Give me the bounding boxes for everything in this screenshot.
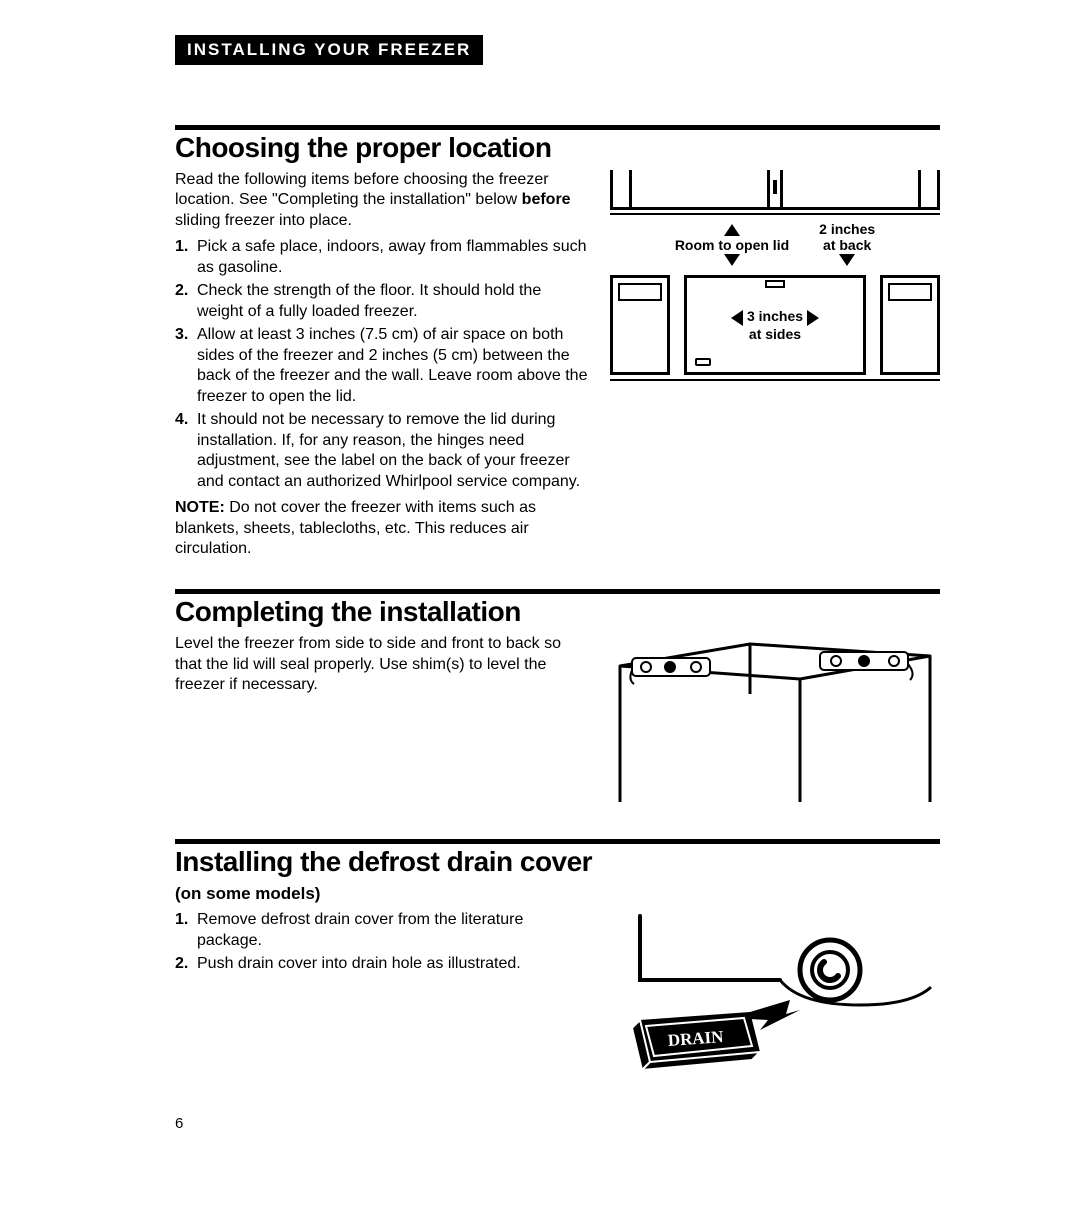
drain-figure: DRAIN	[610, 910, 940, 1085]
drain-label-text: DRAIN	[667, 1027, 725, 1050]
intro-bold: before	[522, 191, 571, 208]
latch-icon	[765, 280, 785, 288]
section-choosing: Choosing the proper location Read the fo…	[175, 125, 940, 559]
choosing-intro: Read the following items before choosing…	[175, 170, 588, 231]
page-number: 6	[175, 1115, 940, 1132]
list-item: 1.Remove defrost drain cover from the li…	[175, 910, 588, 951]
vent-icon	[695, 358, 711, 366]
note-lead: NOTE:	[175, 499, 225, 516]
intro-post: sliding freezer into place.	[175, 212, 352, 229]
section-rule	[175, 125, 940, 130]
choosing-figure: Room to open lid 2 inches at back	[610, 170, 940, 383]
back-label: 2 inches at back	[819, 221, 875, 269]
section-rule	[175, 589, 940, 594]
list-item: 2.Check the strength of the floor. It sh…	[175, 281, 588, 322]
section-title-choosing: Choosing the proper location	[175, 132, 940, 164]
choosing-note: NOTE: Do not cover the freezer with item…	[175, 498, 588, 559]
section-rule	[175, 839, 940, 844]
drain-list: 1.Remove defrost drain cover from the li…	[175, 910, 588, 974]
section-title-drain: Installing the defrost drain cover	[175, 846, 940, 878]
section-subtitle-drain: (on some models)	[175, 884, 940, 904]
header-bar: INSTALLING YOUR FREEZER	[175, 35, 483, 65]
sides-label: 3 inches at sides	[687, 308, 863, 341]
section-title-completing: Completing the installation	[175, 596, 940, 628]
room-label: Room to open lid	[675, 221, 789, 269]
note-body: Do not cover the freezer with items such…	[175, 499, 536, 557]
completing-body: Level the freezer from side to side and …	[175, 634, 588, 695]
completing-text: Level the freezer from side to side and …	[175, 634, 588, 695]
completing-figure	[610, 634, 940, 809]
diagram-freezer-iso	[610, 634, 940, 809]
list-item: 4.It should not be necessary to remove t…	[175, 410, 588, 492]
diagram-drain-cover: DRAIN	[610, 910, 940, 1085]
section-completing: Completing the installation Level the fr…	[175, 589, 940, 809]
header-label: INSTALLING YOUR FREEZER	[187, 40, 471, 59]
list-item: 1.Pick a safe place, indoors, away from …	[175, 237, 588, 278]
section-drain: Installing the defrost drain cover (on s…	[175, 839, 940, 1085]
list-item: 2.Push drain cover into drain hole as il…	[175, 954, 588, 974]
section-text-choosing: Read the following items before choosing…	[175, 170, 588, 559]
drain-text: 1.Remove defrost drain cover from the li…	[175, 910, 588, 977]
choosing-list: 1.Pick a safe place, indoors, away from …	[175, 237, 588, 492]
diagram-clearance: Room to open lid 2 inches at back	[610, 170, 940, 383]
intro-pre: Read the following items before choosing…	[175, 171, 549, 208]
list-item: 3.Allow at least 3 inches (7.5 cm) of ai…	[175, 325, 588, 407]
